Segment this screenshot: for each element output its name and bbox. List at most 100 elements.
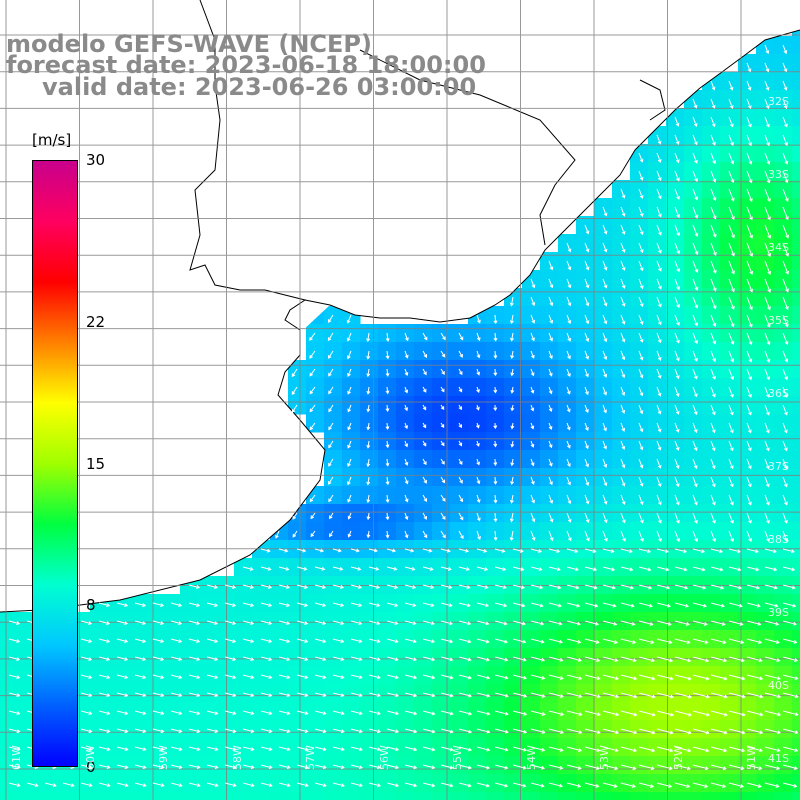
wind-arrow — [512, 764, 527, 770]
wind-arrow — [674, 782, 691, 788]
wind-arrow — [620, 278, 626, 289]
wind-cell — [756, 792, 775, 800]
wind-arrow — [404, 332, 409, 342]
wind-arrow — [548, 314, 554, 324]
longitude-label: 57W — [304, 745, 317, 770]
wind-arrow — [422, 404, 427, 411]
wind-arrow — [62, 782, 75, 788]
wind-arrow — [710, 584, 725, 590]
wind-arrow — [620, 656, 637, 663]
wind-arrow — [314, 782, 327, 788]
wind-arrow — [368, 782, 382, 788]
longitude-label: 54W — [524, 745, 538, 770]
wind-arrow — [692, 134, 698, 146]
wind-arrow — [674, 458, 680, 470]
wind-cell — [306, 792, 325, 800]
wind-arrow — [332, 782, 345, 788]
wind-arrow — [638, 170, 644, 181]
wind-arrow — [458, 566, 470, 571]
wind-cell — [792, 162, 800, 181]
wind-arrow — [602, 692, 620, 699]
wind-arrow — [602, 422, 607, 432]
wind-arrow — [458, 386, 463, 393]
wind-arrow — [242, 584, 255, 589]
wind-cell — [180, 792, 199, 800]
wind-arrow — [116, 602, 129, 607]
wind-arrow — [746, 98, 752, 110]
wind-arrow — [368, 620, 381, 625]
wind-arrow — [728, 152, 735, 165]
wind-arrow — [328, 476, 334, 485]
wind-arrow — [638, 674, 656, 681]
wind-arrow — [404, 782, 418, 788]
wind-arrow — [566, 548, 579, 553]
wind-arrow — [314, 584, 327, 589]
wind-arrow — [746, 674, 764, 681]
wind-arrow — [710, 404, 716, 416]
wind-arrow — [566, 692, 583, 699]
wind-arrow — [656, 242, 662, 254]
wind-arrow — [674, 332, 680, 344]
wind-arrow — [782, 440, 788, 452]
wind-cell — [792, 666, 800, 685]
wind-arrow — [728, 620, 744, 626]
wind-arrow — [458, 494, 464, 503]
wind-arrow — [692, 350, 698, 362]
wind-arrow — [638, 782, 655, 788]
wind-arrow — [385, 386, 390, 395]
wind-arrow — [440, 710, 454, 716]
wind-arrow — [548, 656, 564, 662]
wind-arrow — [404, 692, 418, 698]
wind-arrow — [152, 656, 165, 661]
wind-arrow — [764, 710, 782, 717]
wind-arrow — [8, 764, 21, 770]
wind-arrow — [746, 548, 759, 554]
wind-arrow — [404, 584, 417, 589]
wind-arrow — [98, 764, 111, 770]
wind-arrow — [366, 476, 371, 486]
wind-arrow — [368, 728, 382, 734]
wind-arrow — [512, 602, 526, 608]
wind-arrow — [440, 386, 445, 393]
wind-arrow — [584, 638, 600, 644]
wind-arrow — [710, 440, 716, 452]
wind-arrow — [332, 584, 345, 589]
wind-arrow — [224, 746, 237, 752]
wind-arrow — [548, 620, 563, 626]
wind-arrow — [782, 692, 799, 699]
wind-arrow — [674, 566, 688, 572]
wind-arrow — [386, 692, 400, 698]
wind-arrow — [347, 530, 352, 538]
wind-arrow — [224, 764, 237, 770]
wind-arrow — [656, 224, 662, 236]
wind-arrow — [404, 674, 418, 680]
wind-arrow — [476, 530, 481, 541]
wind-arrow — [548, 782, 564, 788]
wind-arrow — [638, 188, 644, 199]
wind-arrow — [746, 422, 752, 434]
wind-arrow — [674, 296, 680, 309]
wind-arrow — [764, 278, 771, 293]
wind-arrow — [530, 530, 536, 541]
wind-arrow — [728, 368, 734, 381]
wind-arrow — [782, 620, 797, 626]
wind-arrow — [674, 350, 680, 362]
wind-arrow — [638, 368, 644, 379]
wind-arrow — [764, 350, 771, 363]
wind-arrow — [674, 638, 691, 645]
wind-cell — [792, 72, 800, 91]
wind-arrow — [278, 620, 291, 625]
wind-arrow — [512, 692, 528, 698]
wind-arrow — [385, 530, 390, 539]
wind-cell — [36, 792, 55, 800]
wind-arrow — [152, 746, 165, 752]
wind-arrow — [692, 782, 709, 788]
wind-arrow — [170, 638, 183, 643]
latitude-label: 39S — [768, 606, 789, 619]
wind-arrow — [476, 674, 491, 680]
wind-arrow — [458, 674, 472, 680]
wind-arrow — [782, 134, 788, 147]
wind-arrow — [512, 548, 524, 553]
wind-arrow — [782, 728, 799, 735]
wind-arrow — [476, 728, 491, 734]
